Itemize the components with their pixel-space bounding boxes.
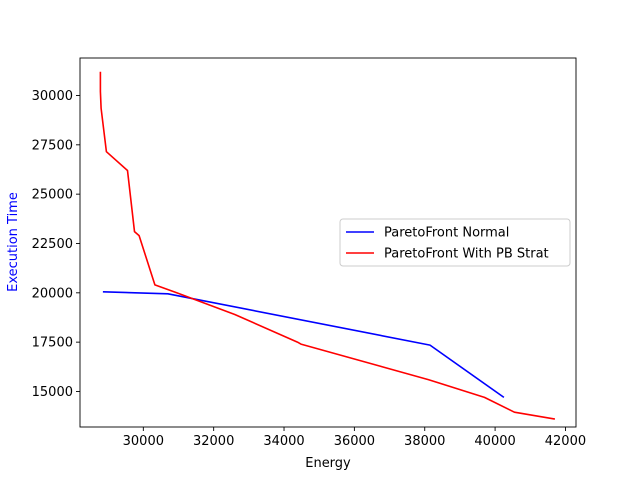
series-line-2 xyxy=(99,71,556,420)
x-tick-label: 38000 xyxy=(404,434,445,449)
y-tick-label: 20000 xyxy=(32,286,73,301)
x-axis-label: Energy xyxy=(305,456,351,471)
legend-box xyxy=(339,218,571,267)
legend-label-2: ParetoFront With PB Strat xyxy=(384,247,549,262)
y-axis-label: Execution Time xyxy=(6,192,21,292)
axes-frame xyxy=(79,57,577,428)
y-tick-label: 25000 xyxy=(32,188,73,203)
x-tick-label: 30000 xyxy=(123,434,164,449)
axes-layer: 30000 32000 34000 36000 38000 40000 42000 15000… xyxy=(32,57,586,449)
y-tick-label: 15000 xyxy=(32,385,73,400)
x-tick-label: 32000 xyxy=(193,434,234,449)
series-layer xyxy=(99,71,556,420)
legend-label-1: ParetoFront Normal xyxy=(384,226,509,241)
y-tick-label: 30000 xyxy=(32,89,73,104)
x-tick-label: 40000 xyxy=(474,434,515,449)
y-tick-label: 27500 xyxy=(32,138,73,153)
series-line-1 xyxy=(102,291,505,399)
y-tick-label: 17500 xyxy=(32,336,73,351)
y-tick-label: 22500 xyxy=(32,237,73,252)
x-tick-label: 36000 xyxy=(334,434,375,449)
legend: ParetoFront Normal ParetoFront With PB St… xyxy=(339,218,571,267)
x-tick-label: 42000 xyxy=(545,434,586,449)
x-tick-label: 34000 xyxy=(263,434,304,449)
